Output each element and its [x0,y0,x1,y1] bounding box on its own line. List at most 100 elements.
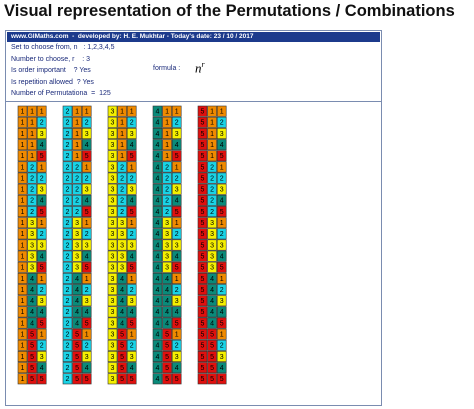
cell [27,105,37,117]
cell [36,339,47,351]
cell [27,250,37,262]
cell-digit: 5 [30,332,34,339]
cell-digit: 3 [165,220,169,227]
cell-digit: 1 [75,131,79,138]
cell [36,217,47,229]
cell [216,228,227,240]
cell-digit: 3 [111,120,115,127]
banner: www.GIMaths.com - developed by: H. E. Mu… [7,32,380,42]
cell [216,250,227,262]
cell-digit: 1 [85,332,89,339]
formula-label: formula : [153,65,181,72]
cell [107,105,118,117]
cell [62,373,73,385]
cell-digit: 4 [156,298,160,305]
cell-digit: 2 [66,131,70,138]
cell [81,261,92,273]
cell [171,194,182,206]
cell-digit: 1 [210,153,214,160]
cell-digit: 5 [120,332,124,339]
cell-digit: 2 [85,175,89,182]
cell-digit: 4 [165,287,169,294]
cell [107,272,118,284]
cell-digit: 3 [111,142,115,149]
cell [197,150,208,162]
cell-digit: 5 [220,209,224,216]
cell [162,362,172,374]
cell-digit: 2 [40,175,44,182]
cell [216,373,227,385]
cell [17,373,28,385]
cell-digit: 3 [165,242,169,249]
cell-digit: 3 [111,309,115,316]
cell-digit: 3 [85,131,89,138]
cell [126,328,137,340]
cell-digit: 4 [156,242,160,249]
cell [36,350,47,362]
cell-digit: 1 [21,298,25,305]
cell-digit: 2 [165,198,169,205]
cell [126,362,137,374]
separator [6,101,381,102]
cell-digit: 3 [220,131,224,138]
cell-digit: 1 [21,164,25,171]
cell [152,206,163,218]
cell-digit: 5 [201,265,205,272]
cell [197,183,208,195]
cell-digit: 5 [201,142,205,149]
cell-digit: 3 [111,376,115,383]
cell [207,206,217,218]
cell-digit: 5 [201,175,205,182]
cell [216,150,227,162]
cell [62,105,73,117]
cell-digit: 3 [111,242,115,249]
cell [207,128,217,140]
cell [216,217,227,229]
cell [117,250,127,262]
cell-digit: 5 [165,332,169,339]
cell-digit: 3 [111,231,115,238]
cell-digit: 5 [85,265,89,272]
cell [17,317,28,329]
cell-digit: 3 [111,354,115,361]
cell [62,284,73,296]
cell [126,350,137,362]
cell-digit: 4 [156,164,160,171]
cell [117,172,127,184]
cell-digit: 5 [210,343,214,350]
page-title: Visual representation of the Permutation… [4,2,455,20]
cell-digit: 4 [85,142,89,149]
cell-digit: 1 [210,142,214,149]
cell [207,261,217,273]
cell [207,116,217,128]
cell [152,250,163,262]
cell [216,350,227,362]
cell-digit: 1 [21,287,25,294]
cell [207,194,217,206]
cell-digit: 4 [156,220,160,227]
cell [162,317,172,329]
cell-digit: 3 [210,242,214,249]
cell [117,362,127,374]
cell-digit: 4 [220,142,224,149]
cell [126,150,137,162]
cell-digit: 1 [21,365,25,372]
cell-digit: 2 [66,242,70,249]
cell [216,317,227,329]
cell [81,362,92,374]
cell [72,128,82,140]
cell [107,295,118,307]
cell-digit: 2 [66,309,70,316]
cell [216,206,227,218]
info-line: Number to choose, r : 3 [11,55,90,63]
cell [36,239,47,251]
info-line: Set to choose from, n : 1,2,3,4,5 [11,44,115,51]
cell-digit: 5 [130,265,134,272]
cell [17,239,28,251]
cell [107,317,118,329]
cell [107,350,118,362]
cell-digit: 2 [66,153,70,160]
cell [36,295,47,307]
cell [197,161,208,173]
cell [17,228,28,240]
